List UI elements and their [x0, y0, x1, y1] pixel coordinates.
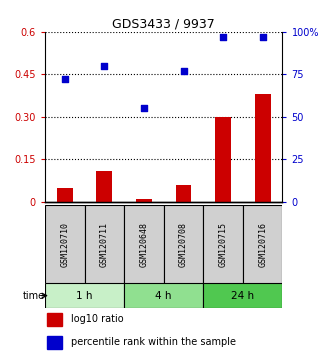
Bar	[255, 94, 271, 202]
Point	[141, 105, 146, 111]
Bar	[47, 313, 62, 326]
Bar	[124, 283, 203, 308]
Text: GSM120710: GSM120710	[60, 222, 69, 267]
Text: 4 h: 4 h	[155, 291, 172, 301]
Bar	[45, 283, 124, 308]
Bar	[124, 205, 164, 283]
Bar	[164, 205, 203, 283]
Text: 24 h: 24 h	[231, 291, 255, 301]
Title: GDS3433 / 9937: GDS3433 / 9937	[112, 18, 215, 31]
Bar	[96, 171, 112, 202]
Text: percentile rank within the sample: percentile rank within the sample	[71, 337, 236, 348]
Bar	[84, 205, 124, 283]
Bar	[215, 117, 231, 202]
Text: GSM120711: GSM120711	[100, 222, 109, 267]
Bar	[136, 199, 152, 202]
Text: time: time	[23, 291, 45, 301]
Bar	[57, 188, 73, 202]
Bar	[243, 205, 282, 283]
Point	[260, 34, 265, 40]
Text: GSM120716: GSM120716	[258, 222, 267, 267]
Bar	[203, 205, 243, 283]
Text: 1 h: 1 h	[76, 291, 93, 301]
Point	[62, 76, 67, 82]
Bar	[176, 185, 191, 202]
Point	[221, 34, 226, 40]
Text: GSM120648: GSM120648	[139, 222, 148, 267]
Bar	[203, 283, 282, 308]
Bar	[47, 336, 62, 349]
Text: GSM120715: GSM120715	[219, 222, 228, 267]
Text: GSM120708: GSM120708	[179, 222, 188, 267]
Point	[181, 68, 186, 74]
Bar	[45, 205, 84, 283]
Point	[102, 63, 107, 69]
Text: log10 ratio: log10 ratio	[71, 314, 124, 325]
